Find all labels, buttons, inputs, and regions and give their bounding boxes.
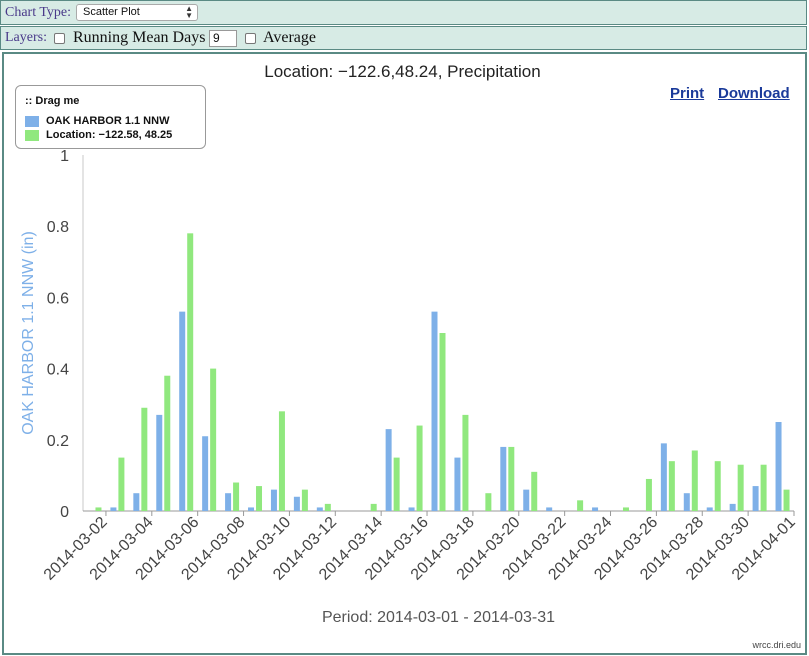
y-tick-label: 0.8 — [47, 219, 69, 236]
bar-series1 — [546, 507, 553, 511]
bar-series1 — [156, 414, 163, 511]
bar-series1 — [408, 507, 415, 511]
bar-series2 — [416, 425, 423, 511]
bar-series1 — [500, 446, 507, 511]
bar-series1 — [706, 507, 713, 511]
bar-series2 — [95, 507, 102, 511]
bar-series1 — [133, 493, 140, 511]
bar-series1 — [660, 443, 667, 511]
bar-series2 — [485, 493, 492, 511]
chart-frame — [2, 52, 807, 655]
bar-series1 — [775, 422, 782, 511]
average-label: Average — [263, 29, 316, 46]
select-arrows-icon: ▲ ▼ — [185, 4, 193, 20]
bar-series2 — [301, 489, 308, 511]
bar-series2 — [393, 457, 400, 511]
bar-series2 — [783, 489, 790, 511]
download-link[interactable]: Download — [718, 85, 790, 102]
bar-series2 — [118, 457, 125, 511]
bar-series2 — [187, 233, 194, 511]
average-checkbox[interactable] — [245, 33, 256, 44]
layers-label: Layers: — [5, 30, 47, 45]
legend-drag-handle[interactable]: :: Drag me — [25, 95, 80, 107]
bar-series2 — [278, 411, 285, 511]
bar-series2 — [233, 482, 240, 511]
chart-type-label: Chart Type: — [5, 5, 72, 20]
bar-series2 — [256, 486, 263, 511]
bar-series1 — [683, 493, 690, 511]
bar-series2 — [645, 478, 652, 511]
legend-label-series1: OAK HARBOR 1.1 NNW — [46, 115, 170, 127]
y-axis-title: OAK HARBOR 1.1 NNW (in) — [20, 231, 37, 435]
bar-series2 — [210, 368, 217, 511]
bar-series2 — [622, 507, 629, 511]
y-tick-label: 0.4 — [47, 362, 69, 379]
layers-bar — [0, 26, 807, 50]
bar-series2 — [760, 464, 767, 511]
print-link[interactable]: Print — [670, 85, 705, 102]
bar-series2 — [531, 471, 538, 511]
bar-series1 — [752, 486, 759, 511]
bar-series1 — [729, 503, 736, 511]
bar-series1 — [592, 507, 599, 511]
legend-swatch-series2 — [25, 130, 39, 141]
bar-series1 — [431, 311, 438, 511]
bar-series1 — [270, 489, 277, 511]
bar-series1 — [202, 436, 209, 511]
running-mean-label: Running Mean Days — [73, 29, 206, 46]
bar-series1 — [248, 507, 255, 511]
bar-series2 — [691, 450, 698, 511]
y-tick-label: 0.6 — [47, 290, 69, 307]
chart-title: Location: −122.6,48.24, Precipitation — [264, 62, 541, 81]
bar-series2 — [141, 407, 148, 511]
bar-series2 — [370, 503, 377, 511]
bar-series1 — [523, 489, 530, 511]
bar-series1 — [385, 429, 392, 511]
bar-series1 — [110, 507, 117, 511]
y-tick-label: 0.2 — [47, 433, 69, 450]
running-mean-days-input[interactable]: 9 — [209, 30, 237, 47]
bar-series1 — [454, 457, 461, 511]
bar-series1 — [225, 493, 232, 511]
bar-series2 — [462, 414, 469, 511]
watermark: wrcc.dri.edu — [752, 640, 801, 650]
y-tick-label: 1 — [60, 148, 69, 165]
bar-series2 — [714, 461, 721, 511]
legend-label-series2: Location: −122.58, 48.25 — [46, 129, 173, 141]
x-axis-title: Period: 2014-03-01 - 2014-03-31 — [322, 609, 555, 626]
bar-series2 — [577, 500, 584, 511]
y-tick-label: 0 — [60, 504, 69, 521]
chart-type-value: Scatter Plot — [83, 6, 140, 18]
bar-series2 — [324, 503, 331, 511]
bar-series1 — [179, 311, 186, 511]
bar-series2 — [508, 446, 515, 511]
bar-series2 — [737, 464, 744, 511]
bar-series2 — [164, 375, 171, 511]
legend[interactable]: :: Drag me OAK HARBOR 1.1 NNW Location: … — [15, 85, 206, 149]
running-mean-checkbox[interactable] — [54, 33, 65, 44]
bar-series2 — [668, 461, 675, 511]
bar-series2 — [439, 333, 446, 511]
legend-swatch-series1 — [25, 116, 39, 127]
bar-series1 — [293, 496, 300, 511]
chart-type-select[interactable]: Scatter Plot ▲ ▼ — [76, 4, 198, 21]
bar-series1 — [316, 507, 323, 511]
